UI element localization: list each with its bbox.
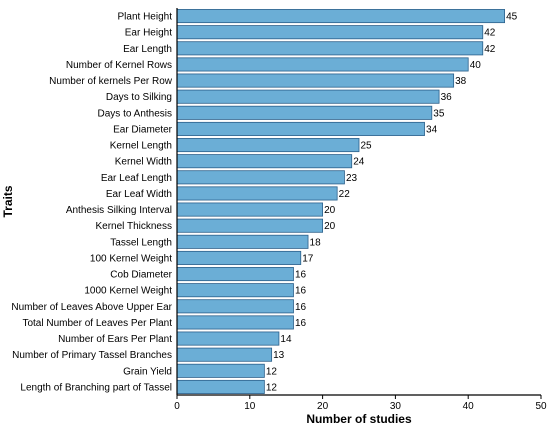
value-label-1: 42 [484,28,496,39]
bar-19 [176,315,294,330]
category-label-20: Number of Ears Per Plant [58,334,172,345]
value-label-12: 20 [324,205,336,216]
bar-12 [176,202,324,217]
category-label-10: Ear Leaf Length [101,173,172,184]
y-axis-title: Traits [1,185,15,217]
bar-1 [176,25,484,40]
x-tick-label-4: 40 [463,401,475,412]
bar-15 [176,250,302,265]
category-label-15: 100 Kernel Weight [90,253,172,264]
bar-6 [176,105,433,120]
category-label-1: Ear Height [125,28,172,39]
value-label-3: 40 [470,60,482,71]
axes-group [176,8,541,396]
bar-18 [176,299,294,314]
category-labels-group: Plant Height Ear Height Ear Length Number o… [11,12,172,394]
category-label-6: Days to Anthesis [98,108,172,119]
bar-20 [176,331,280,346]
x-axis-title: Number of studies [306,412,412,426]
category-label-22: Grain Yield [123,366,172,377]
x-ticks-group: 0 10 20 30 40 50 [174,395,547,412]
value-label-0: 45 [506,12,518,23]
value-label-7: 34 [426,124,438,135]
category-label-7: Ear Diameter [113,124,173,135]
bar-21 [176,347,273,362]
value-label-18: 16 [295,302,307,313]
bar-5 [176,89,440,104]
bar-2 [176,41,484,56]
value-label-20: 14 [280,334,292,345]
category-label-2: Ear Length [123,44,172,55]
category-label-16: Cob Diameter [110,270,172,281]
value-label-16: 16 [295,270,307,281]
x-tick-label-1: 10 [244,401,256,412]
bar-3 [176,57,469,72]
bar-23 [176,379,265,394]
x-tick-label-5: 50 [535,401,547,412]
category-label-11: Ear Leaf Width [106,189,172,200]
category-label-4: Number of kernels Per Row [49,76,173,87]
x-tick-label-0: 0 [174,401,180,412]
value-labels-group: 4542424038363534252423222020181716161616… [266,12,518,394]
bar-8 [176,138,360,153]
category-label-17: 1000 Kernel Weight [84,286,172,297]
value-label-9: 24 [353,157,365,168]
bar-0 [176,9,506,24]
category-label-8: Kernel Length [110,141,172,152]
bar-22 [176,363,265,378]
category-label-9: Kernel Width [115,157,172,168]
value-label-22: 12 [266,366,278,377]
category-label-5: Days to Silking [106,92,172,103]
value-label-15: 17 [302,253,314,264]
bar-16 [176,267,294,282]
value-label-2: 42 [484,44,496,55]
bar-10 [176,170,345,185]
bar-11 [176,186,338,201]
value-label-14: 18 [310,237,322,248]
bar-14 [176,234,309,249]
value-label-6: 35 [433,108,445,119]
value-label-8: 25 [361,141,373,152]
bar-4 [176,73,455,88]
value-label-5: 36 [441,92,453,103]
value-label-23: 12 [266,382,278,393]
category-label-13: Kernel Thickness [95,221,172,232]
bar-13 [176,218,324,233]
value-label-17: 16 [295,286,307,297]
value-label-10: 23 [346,173,358,184]
value-label-21: 13 [273,350,285,361]
value-label-19: 16 [295,318,307,329]
category-label-3: Number of Kernel Rows [66,60,172,71]
value-label-11: 22 [339,189,351,200]
category-label-23: Length of Branching part of Tassel [20,382,172,393]
category-label-19: Total Number of Leaves Per Plant [22,318,172,329]
category-label-14: Tassel Length [110,237,172,248]
bars-group [176,9,506,394]
category-label-0: Plant Height [118,12,173,23]
category-label-21: Number of Primary Tassel Branches [12,350,172,361]
value-label-4: 38 [455,76,467,87]
x-tick-label-3: 30 [390,401,402,412]
bar-17 [176,283,294,298]
category-label-18: Number of Leaves Above Upper Ear [11,302,172,313]
value-label-13: 20 [324,221,336,232]
bar-7 [176,121,425,136]
x-tick-label-2: 20 [317,401,329,412]
category-label-12: Anthesis Silking Interval [66,205,172,216]
bar-9 [176,154,353,169]
